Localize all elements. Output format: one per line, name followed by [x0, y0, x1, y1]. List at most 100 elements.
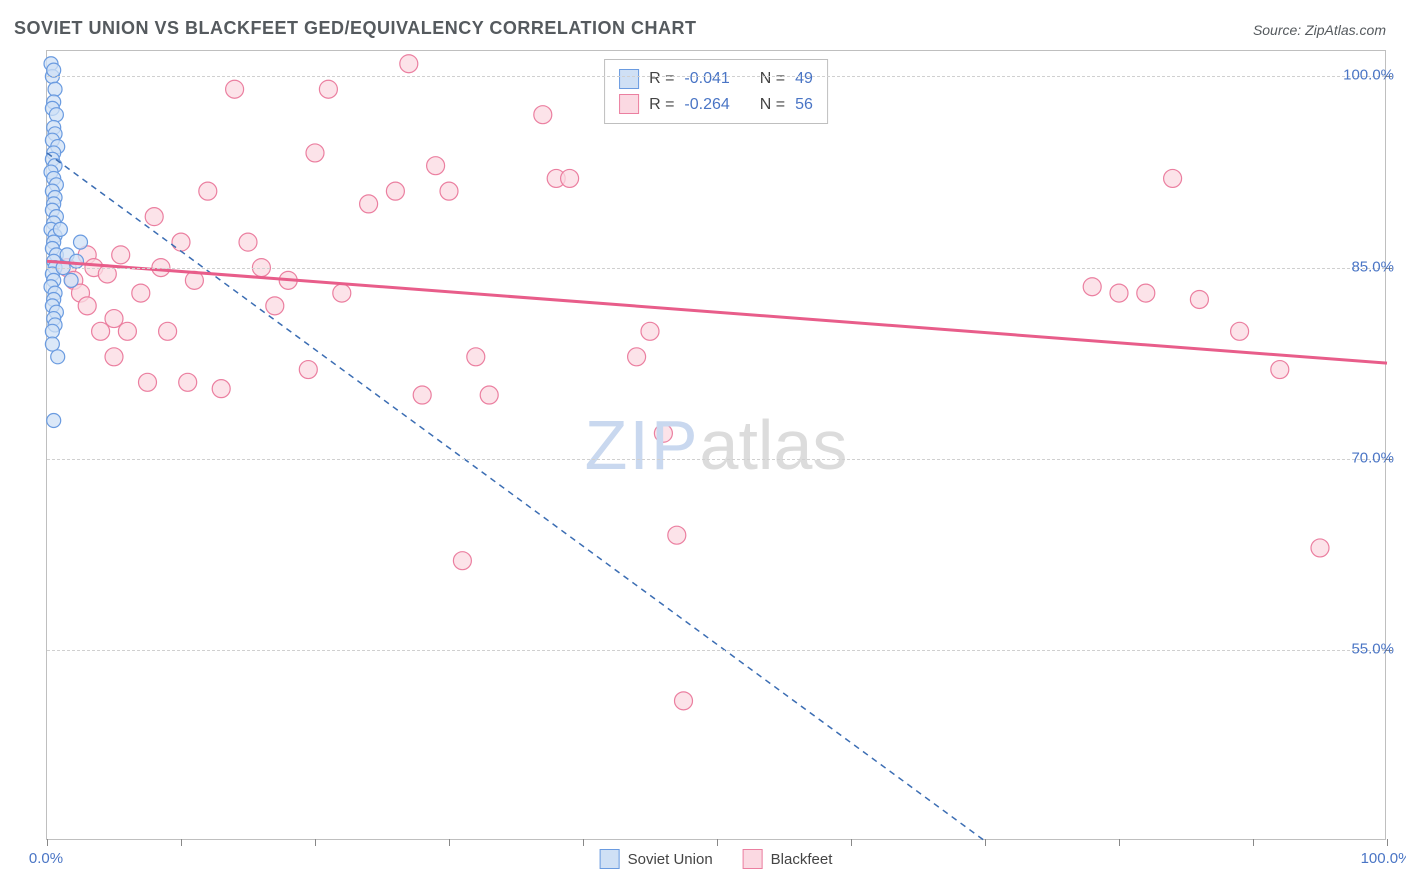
- data-point: [132, 284, 150, 302]
- data-point: [226, 80, 244, 98]
- n-label: N =: [760, 92, 785, 118]
- trend-line: [47, 261, 1387, 363]
- data-point: [1083, 278, 1101, 296]
- data-point: [427, 157, 445, 175]
- legend-label: Soviet Union: [628, 851, 713, 868]
- data-point: [64, 273, 78, 287]
- n-value: 49: [795, 66, 813, 92]
- data-point: [53, 222, 67, 236]
- data-point: [1311, 539, 1329, 557]
- chart-title: SOVIET UNION VS BLACKFEET GED/EQUIVALENC…: [14, 18, 697, 39]
- data-point: [145, 208, 163, 226]
- gridline: [47, 268, 1385, 269]
- data-point: [333, 284, 351, 302]
- x-tick: [449, 839, 450, 846]
- data-point: [139, 373, 157, 391]
- data-point: [1190, 290, 1208, 308]
- data-point: [668, 526, 686, 544]
- stats-legend: R = -0.041 N = 49 R = -0.264 N = 56: [604, 59, 828, 124]
- data-point: [112, 246, 130, 264]
- legend-swatch: [619, 94, 639, 114]
- r-value: -0.041: [684, 66, 729, 92]
- x-tick: [583, 839, 584, 846]
- plot-area: ZIPatlas R =-0.041N =49R =-0.264N =56 So…: [46, 50, 1386, 840]
- gridline: [47, 459, 1385, 460]
- data-point: [199, 182, 217, 200]
- data-point: [1110, 284, 1128, 302]
- data-point: [69, 254, 83, 268]
- y-tick-label: 55.0%: [1351, 640, 1394, 657]
- data-point: [45, 337, 59, 351]
- data-point: [1271, 361, 1289, 379]
- data-point: [628, 348, 646, 366]
- data-point: [400, 55, 418, 73]
- r-label: R =: [649, 66, 674, 92]
- data-point: [480, 386, 498, 404]
- chart-container: SOVIET UNION VS BLACKFEET GED/EQUIVALENC…: [0, 0, 1406, 892]
- legend-item: Soviet Union: [600, 849, 713, 869]
- data-point: [299, 361, 317, 379]
- data-point: [386, 182, 404, 200]
- data-point: [440, 182, 458, 200]
- data-point: [534, 106, 552, 124]
- stats-row: R = -0.264 N = 56: [619, 92, 813, 118]
- gridline: [47, 650, 1385, 651]
- data-point: [1231, 322, 1249, 340]
- data-point: [51, 350, 65, 364]
- chart-svg: [47, 51, 1385, 839]
- data-point: [1137, 284, 1155, 302]
- r-value: -0.264: [684, 92, 729, 118]
- y-tick-label: 70.0%: [1351, 449, 1394, 466]
- x-tick-label: 0.0%: [29, 850, 63, 867]
- x-tick: [47, 839, 48, 846]
- data-point: [179, 373, 197, 391]
- data-point: [266, 297, 284, 315]
- data-point: [78, 297, 96, 315]
- series-legend: Soviet Union Blackfeet: [600, 849, 833, 869]
- legend-swatch: [743, 849, 763, 869]
- data-point: [212, 380, 230, 398]
- x-tick: [315, 839, 316, 846]
- n-label: N =: [760, 66, 785, 92]
- y-tick-label: 100.0%: [1343, 67, 1394, 84]
- legend-label: Blackfeet: [771, 851, 833, 868]
- data-point: [306, 144, 324, 162]
- data-point: [74, 235, 88, 249]
- data-point: [453, 552, 471, 570]
- trend-line: [47, 153, 985, 841]
- data-point: [239, 233, 257, 251]
- data-point: [118, 322, 136, 340]
- x-tick: [181, 839, 182, 846]
- data-point: [413, 386, 431, 404]
- x-tick-label: 100.0%: [1361, 850, 1406, 867]
- data-point: [49, 108, 63, 122]
- x-tick: [1119, 839, 1120, 846]
- data-point: [45, 324, 59, 338]
- x-tick: [1387, 839, 1388, 846]
- data-point: [675, 692, 693, 710]
- n-value: 56: [795, 92, 813, 118]
- legend-swatch: [600, 849, 620, 869]
- legend-item: Blackfeet: [743, 849, 833, 869]
- source-label: Source: ZipAtlas.com: [1253, 22, 1386, 38]
- data-point: [561, 169, 579, 187]
- r-label: R =: [649, 92, 674, 118]
- data-point: [48, 82, 62, 96]
- x-tick: [1253, 839, 1254, 846]
- data-point: [319, 80, 337, 98]
- data-point: [467, 348, 485, 366]
- y-tick-label: 85.0%: [1351, 258, 1394, 275]
- gridline: [47, 76, 1385, 77]
- data-point: [47, 63, 61, 77]
- x-tick: [985, 839, 986, 846]
- data-point: [105, 348, 123, 366]
- data-point: [360, 195, 378, 213]
- data-point: [654, 424, 672, 442]
- legend-swatch: [619, 69, 639, 89]
- data-point: [159, 322, 177, 340]
- x-tick: [717, 839, 718, 846]
- data-point: [172, 233, 190, 251]
- data-point: [47, 414, 61, 428]
- data-point: [1164, 169, 1182, 187]
- x-tick: [851, 839, 852, 846]
